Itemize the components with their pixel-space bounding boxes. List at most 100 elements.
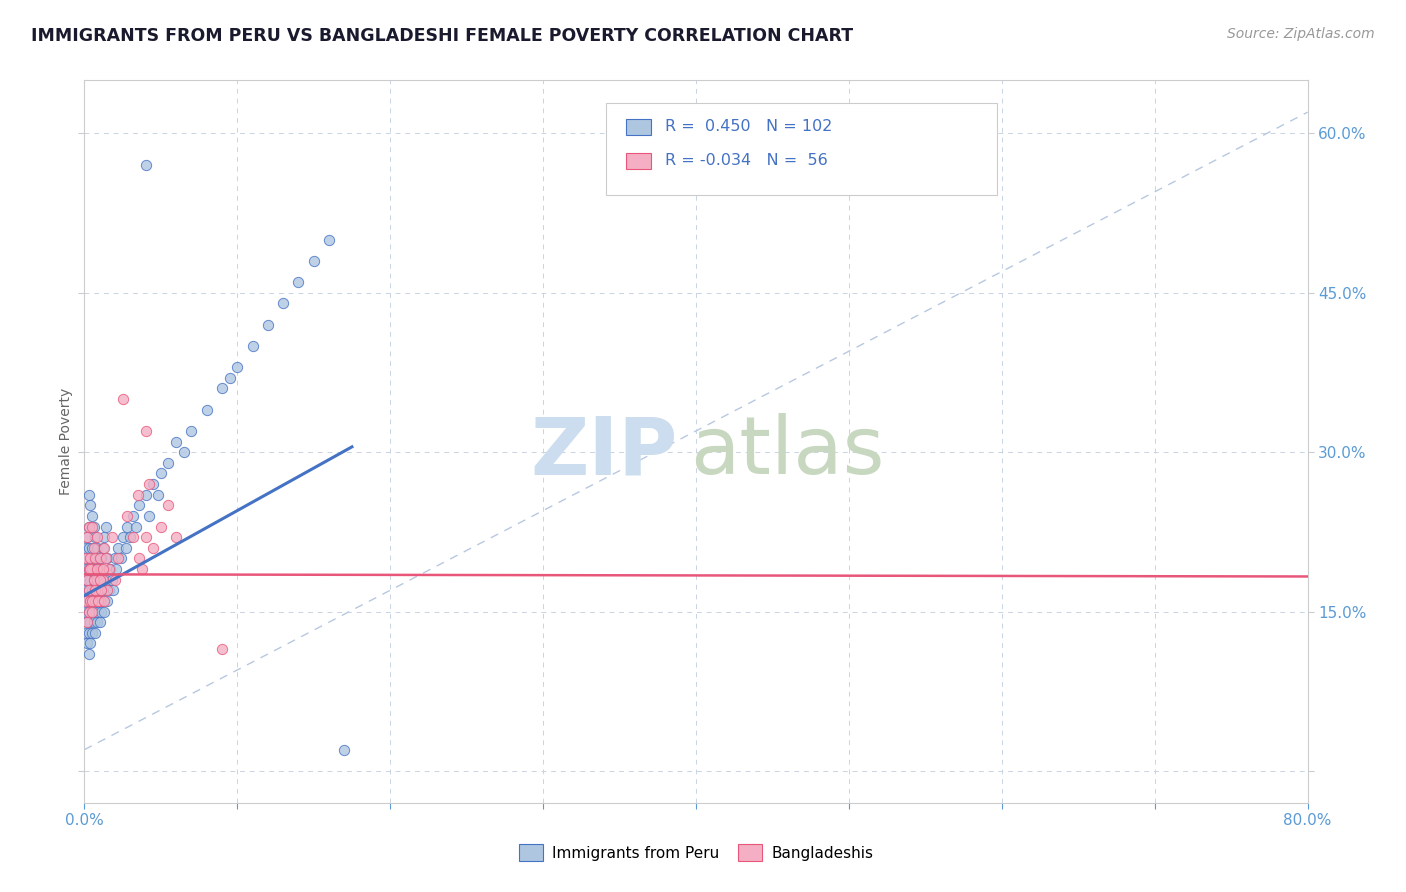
Point xyxy=(127,488,149,502)
Point xyxy=(94,519,117,533)
Point xyxy=(135,488,157,502)
Point xyxy=(135,424,157,438)
Point xyxy=(80,605,103,619)
Point xyxy=(77,541,100,555)
Point xyxy=(180,424,202,438)
Point xyxy=(83,615,105,630)
Point xyxy=(87,583,110,598)
Point xyxy=(77,647,100,661)
Point xyxy=(76,530,98,544)
Point xyxy=(79,573,101,587)
Point xyxy=(96,551,118,566)
Point xyxy=(111,530,134,544)
Point xyxy=(77,488,100,502)
Point xyxy=(83,519,105,533)
Point xyxy=(75,541,97,555)
Point xyxy=(111,392,134,406)
Point xyxy=(318,233,340,247)
Point xyxy=(218,371,240,385)
Point xyxy=(94,551,117,566)
Point xyxy=(96,594,118,608)
Point xyxy=(89,573,111,587)
Point xyxy=(84,625,107,640)
Point xyxy=(302,254,325,268)
Point xyxy=(87,594,110,608)
Point xyxy=(87,551,110,566)
Point xyxy=(86,573,108,587)
Point xyxy=(86,594,108,608)
Point xyxy=(128,498,150,512)
Point xyxy=(101,530,124,544)
Point xyxy=(86,541,108,555)
Point xyxy=(93,605,115,619)
Point xyxy=(75,605,97,619)
Point xyxy=(90,583,112,598)
Point xyxy=(93,583,115,598)
Point xyxy=(257,318,280,332)
Point xyxy=(89,551,111,566)
Point xyxy=(91,573,114,587)
Point xyxy=(83,541,105,555)
Point xyxy=(84,605,107,619)
Point xyxy=(97,583,120,598)
Point xyxy=(80,541,103,555)
Point xyxy=(75,583,97,598)
Point xyxy=(89,594,111,608)
Point xyxy=(107,541,129,555)
Point xyxy=(146,488,169,502)
Point xyxy=(271,296,294,310)
Point xyxy=(80,519,103,533)
Point xyxy=(115,508,138,523)
Point xyxy=(80,594,103,608)
Point xyxy=(83,573,105,587)
Point xyxy=(107,551,129,566)
Point xyxy=(86,615,108,630)
Point xyxy=(76,615,98,630)
Point xyxy=(110,551,132,566)
Point xyxy=(90,551,112,566)
Point xyxy=(75,551,97,566)
Point xyxy=(87,583,110,598)
Point xyxy=(142,541,165,555)
Point xyxy=(122,530,145,544)
Text: IMMIGRANTS FROM PERU VS BANGLADESHI FEMALE POVERTY CORRELATION CHART: IMMIGRANTS FROM PERU VS BANGLADESHI FEMA… xyxy=(31,27,853,45)
Point xyxy=(104,573,127,587)
Point xyxy=(211,381,233,395)
Point xyxy=(80,562,103,576)
Text: atlas: atlas xyxy=(690,413,884,491)
Point xyxy=(79,615,101,630)
Point xyxy=(77,583,100,598)
Point xyxy=(75,594,97,608)
Point xyxy=(79,562,101,576)
Point xyxy=(76,615,98,630)
Point xyxy=(125,519,148,533)
Point xyxy=(91,594,114,608)
Point xyxy=(91,541,114,555)
Point xyxy=(142,477,165,491)
Point xyxy=(77,519,100,533)
Point xyxy=(83,551,105,566)
Point xyxy=(93,530,115,544)
Point xyxy=(89,615,111,630)
Y-axis label: Female Poverty: Female Poverty xyxy=(59,388,73,495)
Point xyxy=(79,551,101,566)
Point xyxy=(120,530,142,544)
Point xyxy=(101,573,124,587)
Point xyxy=(91,573,114,587)
Point xyxy=(104,551,127,566)
Point xyxy=(79,594,101,608)
Point xyxy=(79,594,101,608)
Point xyxy=(138,508,160,523)
Point xyxy=(165,530,187,544)
Point xyxy=(79,498,101,512)
Point xyxy=(91,562,114,576)
Point xyxy=(93,541,115,555)
Point xyxy=(76,551,98,566)
Point xyxy=(90,583,112,598)
Point xyxy=(84,551,107,566)
Point xyxy=(128,551,150,566)
Point xyxy=(96,583,118,598)
Point xyxy=(135,158,157,172)
Point xyxy=(87,605,110,619)
Point xyxy=(83,583,105,598)
